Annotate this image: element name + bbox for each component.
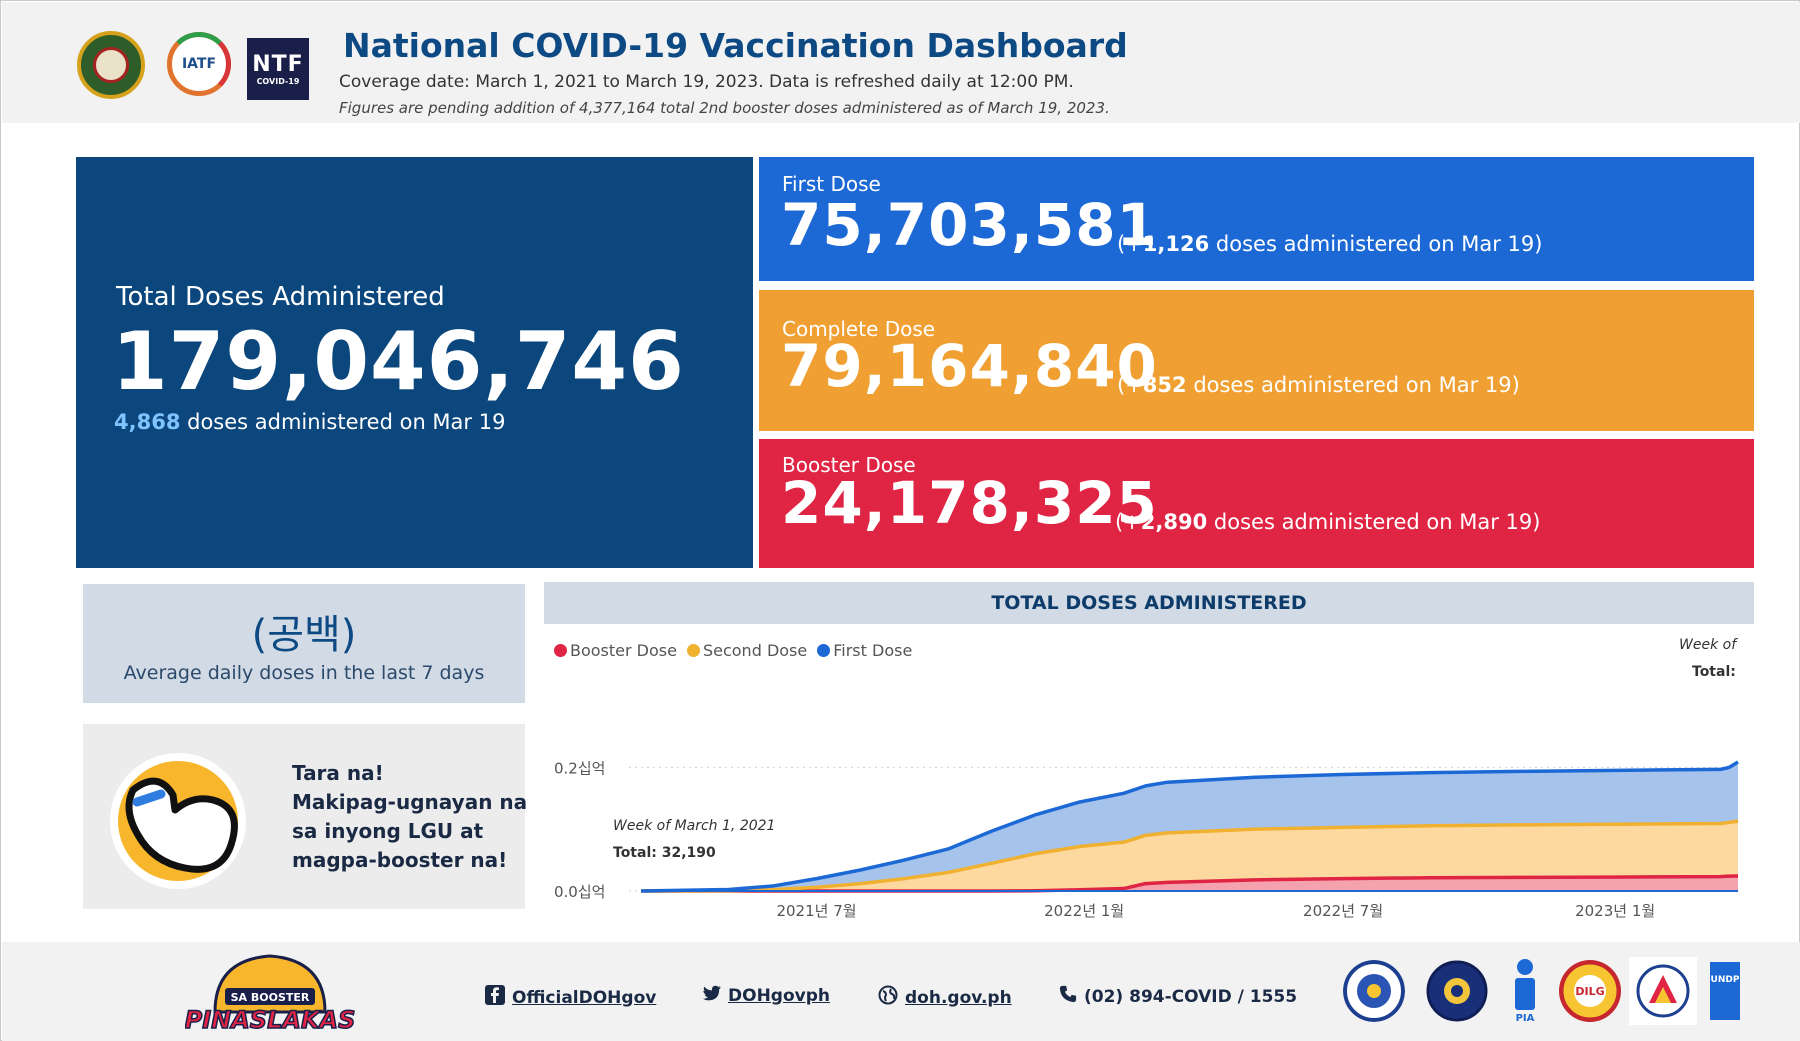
iatf-logo: IATF: [167, 32, 231, 96]
pia-logo: PIA: [1515, 959, 1535, 1024]
legend-dot-booster: [554, 644, 567, 657]
booster-promo-box: Tara na! Makipag-ugnayan na sa inyong LG…: [83, 724, 528, 909]
second-dose-line: [640, 819, 1739, 893]
booster-dose-value: 24,178,325: [781, 469, 1158, 537]
total-doses-card: Total Doses Administered 179,046,746 4,8…: [76, 157, 753, 568]
flexed-arm-icon: [110, 753, 246, 889]
svg-text:PINASLAKAS: PINASLAKAS: [185, 1006, 355, 1034]
total-doses-label: Total Doses Administered: [116, 282, 445, 312]
first-dose-label: First Dose: [782, 172, 881, 196]
tooltip-right-total: Total:: [1692, 664, 1736, 680]
complete-dose-card: Complete Dose 79,164,840 (+852 doses adm…: [759, 290, 1754, 431]
facebook-icon: [485, 985, 505, 1010]
complete-dose-value: 79,164,840: [781, 332, 1158, 400]
total-doses-value: 179,046,746: [112, 315, 685, 408]
footer: SA BOOSTER PINASLAKAS OfficialDOHgov DOH…: [2, 942, 1800, 1041]
ntf-covid19-logo: NTF COVID-19: [247, 38, 309, 100]
hotline-text: (02) 894-COVID / 1555: [1059, 985, 1297, 1008]
x-tick-label: 2021년 7월: [776, 902, 856, 920]
average-daily-box: (공백) Average daily doses in the last 7 d…: [83, 584, 525, 703]
x-tick-label: 2023년 1월: [1575, 902, 1655, 920]
first-dose-line: [640, 760, 1739, 893]
booster-dose-delta: (+2,890 doses administered on Mar 19): [1115, 510, 1541, 534]
neda-seal-logo: [1629, 957, 1697, 1025]
second-dose-area: [641, 821, 1738, 891]
y-tick-label: 0.0십억: [554, 883, 605, 901]
legend-dot-second: [686, 644, 700, 657]
dilg-seal-logo: DILG: [1559, 960, 1621, 1022]
pcoo-seal-logo: [1343, 960, 1405, 1022]
x-tick-label: 2022년 7월: [1303, 902, 1383, 920]
undp-logo: UNDP: [1710, 962, 1740, 1020]
booster-dose-card: Booster Dose 24,178,325 (+2,890 doses ad…: [759, 439, 1754, 568]
opapp-seal-logo: [1426, 960, 1488, 1022]
svg-text:UNDP: UNDP: [1711, 975, 1740, 985]
legend-item-first[interactable]: First Dose: [817, 641, 912, 660]
booster-area: [641, 876, 1738, 891]
average-daily-value: (공백): [251, 612, 357, 658]
twitter-icon: [703, 985, 721, 1006]
y-tick-label: 0.2십억: [554, 759, 605, 777]
legend-item-booster[interactable]: Booster Dose: [554, 641, 677, 660]
first-dose-delta: (+1,126 doses administered on Mar 19): [1117, 232, 1543, 256]
x-tick-label: 2022년 1월: [1044, 902, 1124, 920]
svg-text:SA BOOSTER: SA BOOSTER: [231, 991, 310, 1004]
pinaslakas-booster-logo: SA BOOSTER PINASLAKAS: [185, 954, 355, 1034]
chart-title: TOTAL DOSES ADMINISTERED: [544, 582, 1754, 624]
globe-icon: [878, 985, 898, 1010]
average-daily-label: Average daily doses in the last 7 days: [123, 662, 485, 684]
first-dose-card: First Dose 75,703,581 (+1,126 doses admi…: [759, 157, 1754, 281]
booster-dose-label: Booster Dose: [782, 453, 916, 477]
tooltip-left-total: Total: 32,190: [613, 845, 716, 861]
legend-item-second[interactable]: Second Dose: [686, 641, 807, 660]
complete-dose-label: Complete Dose: [782, 317, 936, 341]
tooltip-left-week: Week of March 1, 2021: [613, 818, 776, 834]
tooltip-right-week: Week of: [1679, 637, 1737, 653]
total-daily-text: 4,868 doses administered on Mar 19: [114, 410, 506, 434]
website-link[interactable]: doh.gov.ph: [878, 985, 1012, 1010]
chart-legend: Booster Dose Second Dose First Dose: [554, 641, 916, 660]
page-title: National COVID-19 Vaccination Dashboard: [343, 26, 1128, 65]
promo-text: Tara na! Makipag-ugnayan na sa inyong LG…: [292, 761, 528, 872]
doh-seal-logo: [77, 31, 145, 99]
twitter-link[interactable]: DOHgovph: [703, 985, 830, 1006]
first-dose-value: 75,703,581: [781, 191, 1158, 259]
header: IATF NTF COVID-19 National COVID-19 Vacc…: [2, 2, 1800, 123]
svg-text:PIA: PIA: [1516, 1013, 1535, 1024]
cumulative-doses-chart[interactable]: 0.0십억 0.2십억 2021년 7월 2022년 1월 2022년 7월 2023년 …: [544, 701, 1754, 931]
complete-dose-delta: (+852 doses administered on Mar 19): [1117, 373, 1520, 397]
facebook-link[interactable]: OfficialDOHgov: [485, 985, 656, 1010]
legend-dot-first: [817, 644, 831, 657]
pending-note: Figures are pending addition of 4,377,16…: [339, 99, 1110, 117]
coverage-date-text: Coverage date: March 1, 2021 to March 19…: [339, 72, 1074, 92]
phone-icon: [1059, 985, 1077, 1008]
total-daily-value: 4,868: [114, 410, 181, 434]
svg-text:DILG: DILG: [1575, 985, 1604, 998]
